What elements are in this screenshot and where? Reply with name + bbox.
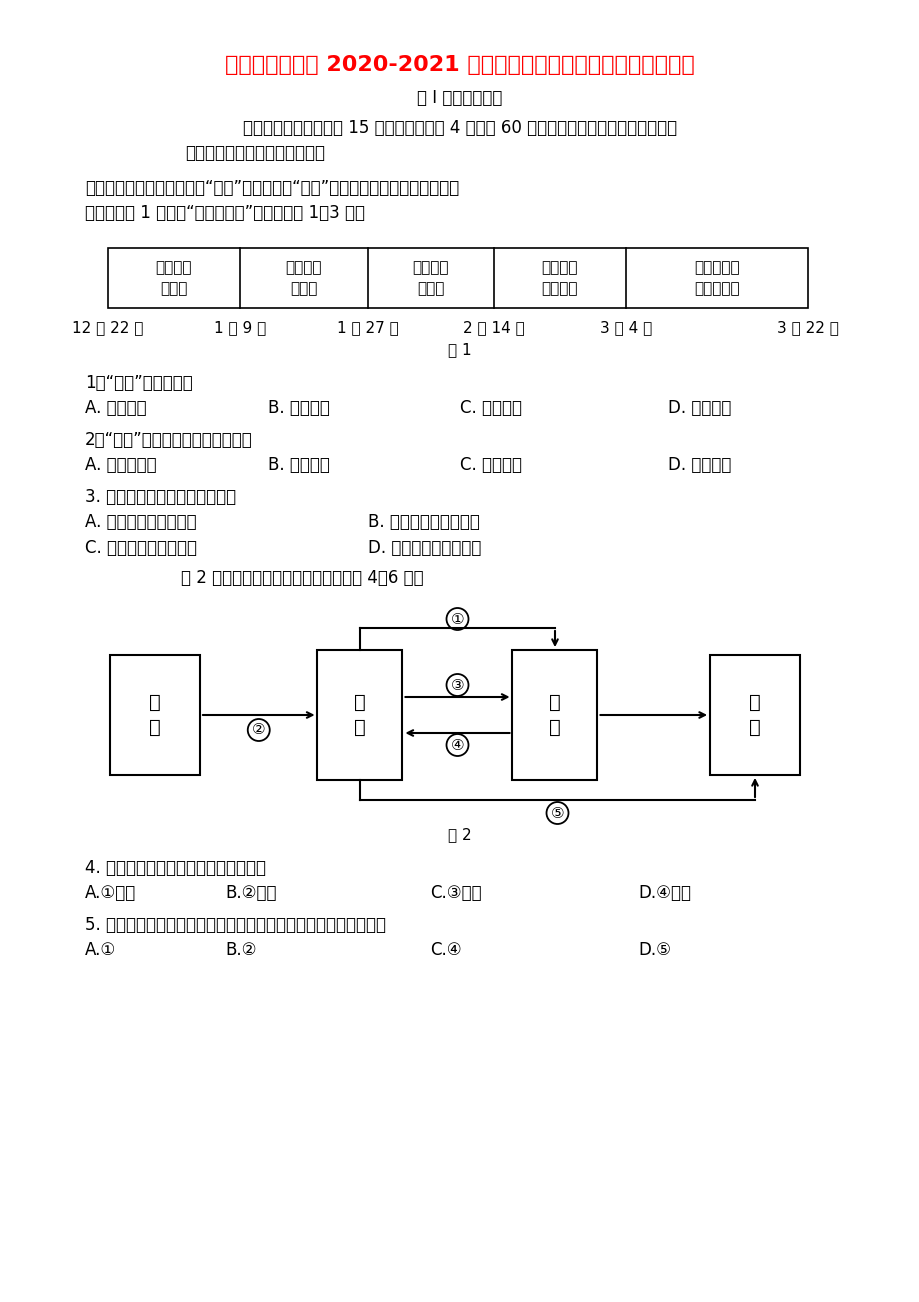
Text: C.④: C.④	[429, 941, 461, 960]
Text: 3 月 22 日: 3 月 22 日	[777, 320, 838, 336]
Text: D.④增强: D.④增强	[637, 884, 690, 902]
Text: 数九又称冬九九，每九天算“一九”，一直数到“九九”共八十一天。是我国汉族的民: 数九又称冬九九，每九天算“一九”，一直数到“九九”共八十一天。是我国汉族的民	[85, 178, 459, 197]
Text: 3 月 4 日: 3 月 4 日	[599, 320, 652, 336]
Bar	[512, 650, 596, 780]
Text: 四川省泸县四中 2020-2021 学年高一地理上学期期末模拟考试试题: 四川省泸县四中 2020-2021 学年高一地理上学期期末模拟考试试题	[225, 55, 694, 76]
Text: ③: ③	[450, 677, 464, 693]
Text: 5. 大规模的火山爆发可能造成地表温度下降，主要与图中有关的是: 5. 大规模的火山爆发可能造成地表温度下降，主要与图中有关的是	[85, 917, 386, 934]
Text: 2 月 14 日: 2 月 14 日	[462, 320, 525, 336]
Text: 三九四九
冰上走: 三九四九 冰上走	[286, 260, 322, 296]
Text: ④: ④	[450, 737, 464, 753]
Text: 间节气。图 1 是我国“九九消寒歌”，据此回答 1～3 题。: 间节气。图 1 是我国“九九消寒歌”，据此回答 1～3 题。	[85, 204, 365, 223]
Bar	[709, 655, 800, 775]
Text: 第 I 卷（选择题）: 第 I 卷（选择题）	[417, 89, 502, 107]
Text: A.①: A.①	[85, 941, 116, 960]
Text: B. 昼长夜短，昼在变短: B. 昼长夜短，昼在变短	[368, 513, 480, 531]
Text: 只有一项是最符合题目要求的。: 只有一项是最符合题目要求的。	[185, 145, 324, 161]
Text: 七九河开
八九雁来: 七九河开 八九雁来	[541, 260, 578, 296]
Text: D. 七九八九: D. 七九八九	[667, 398, 731, 417]
Text: D.⑤: D.⑤	[637, 941, 670, 960]
Text: A. 昼长夜短，昼在变长: A. 昼长夜短，昼在变长	[85, 513, 197, 531]
Text: ①: ①	[450, 612, 464, 626]
Text: 1 月 27 日: 1 月 27 日	[336, 320, 399, 336]
Text: 3. 数九期间，泸州的昼夜状况是: 3. 数九期间，泸州的昼夜状况是	[85, 488, 236, 506]
Text: 1 月 9 日: 1 月 9 日	[213, 320, 266, 336]
Text: D. 昼短夜长，昼在变短: D. 昼短夜长，昼在变短	[368, 539, 481, 557]
Text: C. 昼短夜长，昼在变长: C. 昼短夜长，昼在变长	[85, 539, 197, 557]
Text: 1．“数九”中最冷的是: 1．“数九”中最冷的是	[85, 374, 193, 392]
Text: 2．“数九”节气最接近我国的地区是: 2．“数九”节气最接近我国的地区是	[85, 431, 253, 449]
Text: A. 一九二九: A. 一九二九	[85, 398, 146, 417]
Text: 太
阳: 太 阳	[149, 693, 161, 737]
Text: B.②减弱: B.②减弱	[225, 884, 277, 902]
Text: A.①增强: A.①增强	[85, 884, 136, 902]
Text: C. 东北地区: C. 东北地区	[460, 456, 521, 474]
Text: C. 五九六九: C. 五九六九	[460, 398, 521, 417]
Text: A. 西南方地区: A. 西南方地区	[85, 456, 156, 474]
Text: 一九二九
不出手: 一九二九 不出手	[155, 260, 192, 296]
Text: D. 华北地区: D. 华北地区	[667, 456, 731, 474]
Text: C.③减弱: C.③减弱	[429, 884, 482, 902]
Text: ⑤: ⑤	[550, 806, 563, 820]
Text: B. 西北地区: B. 西北地区	[267, 456, 330, 474]
Text: 大
气: 大 气	[549, 693, 561, 737]
Bar	[317, 650, 403, 780]
Text: B.②: B.②	[225, 941, 256, 960]
Text: 图 2: 图 2	[448, 828, 471, 842]
Bar	[110, 655, 199, 775]
Text: 地
球: 地 球	[354, 693, 366, 737]
Text: 图 2 为大气受热过程示意图，读图回答 4～6 题。: 图 2 为大气受热过程示意图，读图回答 4～6 题。	[160, 569, 423, 587]
Text: 4. 当前全球气候变暖的直接原因是图中: 4. 当前全球气候变暖的直接原因是图中	[85, 859, 266, 878]
Text: 一、选择题：本部分共 15 个小题，每小题 4 分，共 60 分。在每小题给出的四个选项中，: 一、选择题：本部分共 15 个小题，每小题 4 分，共 60 分。在每小题给出的…	[243, 118, 676, 137]
Text: 宇
宙: 宇 宙	[748, 693, 760, 737]
Text: ②: ②	[252, 723, 266, 737]
Text: 九九加一九
耕牛遍地走: 九九加一九 耕牛遍地走	[694, 260, 739, 296]
Text: B. 三九四九: B. 三九四九	[267, 398, 330, 417]
Text: 图 1: 图 1	[448, 342, 471, 358]
Text: 12 月 22 日: 12 月 22 日	[73, 320, 143, 336]
Bar	[108, 247, 807, 309]
Text: 五九六九
看杨柳: 五九六九 看杨柳	[413, 260, 448, 296]
